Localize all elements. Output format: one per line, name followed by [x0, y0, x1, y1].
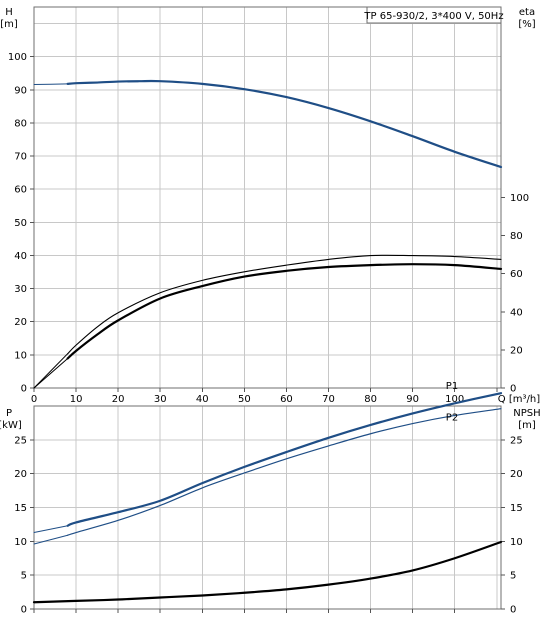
- panel2-left-tick-label: 5: [21, 571, 27, 582]
- npsh-axis-label: NPSH: [513, 408, 540, 419]
- panel2-left-tick-label: 25: [14, 435, 27, 446]
- panel2-grid: [33, 405, 501, 610]
- x-axis-label: Q [m³/h]: [498, 394, 540, 405]
- panel1-x-tick-label: 10: [70, 394, 83, 405]
- panel2-right-tick-label: 15: [510, 503, 523, 514]
- panel1-x-tick-label: 70: [322, 394, 335, 405]
- panel1-right-tick-label: 60: [510, 269, 523, 280]
- power-unit-label: [kW]: [0, 420, 22, 431]
- chart-title: TP 65-930/2, 3*400 V, 50Hz: [363, 11, 503, 22]
- p1-curve: [66, 392, 503, 527]
- panel1-left-tick-label: 80: [14, 118, 27, 129]
- panel1-x-tick-label: 20: [112, 394, 125, 405]
- head-axis-label: H: [5, 7, 13, 18]
- panel1-right-tick-label: 0: [510, 384, 516, 395]
- panel1-left-tick-label: 70: [14, 152, 27, 163]
- panel1-x-tick-label: 80: [364, 394, 377, 405]
- panel1-left-tick-label: 50: [14, 218, 27, 229]
- panel2-left-tick-label: 15: [14, 503, 27, 514]
- npsh-curve: [32, 540, 503, 604]
- panel1-left-tick-label: 10: [14, 350, 27, 361]
- p1-curve-extension: [33, 525, 69, 534]
- eta-curve-extension: [33, 353, 69, 389]
- series-label-p2: P2: [446, 413, 458, 424]
- h-curve-extension: [33, 83, 69, 86]
- eta-main-curve-extension: [33, 357, 69, 389]
- panel1-left-tick-label: 60: [14, 185, 27, 196]
- panel1-right-tick-label: 40: [510, 307, 523, 318]
- eta-curve: [67, 254, 502, 355]
- panel2-right-tick-label: 10: [510, 537, 523, 548]
- p2-curve: [67, 408, 502, 536]
- panel1-x-tick-label: 90: [406, 394, 419, 405]
- h-curve: [66, 79, 503, 169]
- panel2-right-tick-label: 20: [510, 469, 523, 480]
- power-axis-label: P: [6, 408, 12, 419]
- panel2-left-tick-label: 10: [14, 537, 27, 548]
- panel2-left-tick-label: 20: [14, 469, 27, 480]
- panel2-left-tick-label: 0: [21, 605, 27, 616]
- panel1-x-tick-label: 30: [154, 394, 167, 405]
- eta-main-curve: [66, 263, 503, 360]
- panel1-x-tick-label: 50: [238, 394, 251, 405]
- series-label-p1: P1: [446, 381, 458, 392]
- panel1-right-tick-label: 100: [510, 193, 529, 204]
- head-unit-label: [m]: [0, 19, 18, 30]
- eta-unit-label: [%]: [518, 19, 535, 30]
- panel1-left-tick-label: 40: [14, 251, 27, 262]
- panel1-right-tick-label: 80: [510, 231, 523, 242]
- panel1-x-tick-label: 40: [196, 394, 209, 405]
- p2-curve-extension: [33, 534, 69, 545]
- eta-axis-label: eta: [519, 7, 535, 18]
- panel1-x-tick-label: 60: [280, 394, 293, 405]
- panel1-x-tick-label: 100: [445, 394, 464, 405]
- panel2-right-tick-label: 25: [510, 435, 523, 446]
- panel1-right-tick-label: 20: [510, 345, 523, 356]
- panel2-right-tick-label: 0: [510, 605, 516, 616]
- panel2-right-tick-label: 5: [510, 571, 516, 582]
- panel1-left-tick-label: 0: [21, 384, 27, 395]
- panel1-left-tick-label: 30: [14, 284, 27, 295]
- npsh-unit-label: [m]: [518, 420, 536, 431]
- panel1-x-tick-label: 0: [31, 394, 37, 405]
- panel1-left-tick-label: 90: [14, 85, 27, 96]
- panel1-left-tick-label: 20: [14, 317, 27, 328]
- chart-title-box: [366, 6, 502, 24]
- panel1-left-tick-label: 100: [8, 52, 27, 63]
